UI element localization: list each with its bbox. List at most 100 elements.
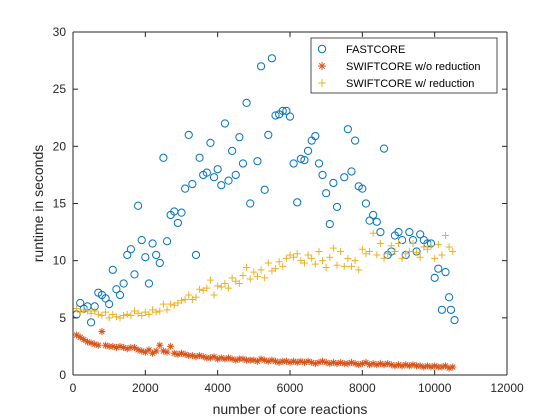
data-point-plus [188,296,196,304]
data-point-plus [358,245,366,253]
data-point-plus [416,253,424,261]
legend-label: SWIFTCORE w/o reduction [346,61,480,73]
data-point-plus [102,308,110,316]
data-point-asterisk [297,357,305,365]
data-point-asterisk [351,360,359,368]
data-point-asterisk [405,362,413,370]
data-point-asterisk [369,360,377,368]
data-point-asterisk [358,360,366,368]
data-point-asterisk [319,357,327,365]
data-point-asterisk [257,355,265,363]
data-point-asterisk [445,364,453,372]
data-point-plus [145,310,153,318]
data-point-circle [405,227,414,237]
data-point-plus [239,272,247,280]
data-point-circle [217,181,226,190]
data-point-plus [130,307,138,315]
data-point-asterisk [311,360,319,368]
data-point-asterisk [355,361,363,369]
data-point-asterisk [178,349,185,357]
data-point-asterisk [149,349,157,357]
data-point-asterisk [286,358,294,366]
data-point-plus [257,266,265,274]
data-point-circle [332,202,342,212]
data-point-asterisk [275,358,283,366]
data-point-plus [243,264,251,272]
y-tick-label: 20 [53,139,67,153]
data-point-asterisk [83,338,91,346]
data-point-asterisk [398,362,406,370]
data-point-circle [314,159,324,168]
data-point-asterisk [170,349,178,357]
data-point-plus [98,312,106,320]
data-point-plus [282,254,290,262]
y-tick-label: 15 [53,197,67,211]
data-point-plus [355,266,363,274]
data-point-plus [141,308,149,316]
data-point-asterisk [217,354,225,362]
data-point-asterisk [322,358,330,366]
data-point-asterisk [442,362,450,370]
data-point-plus [261,274,269,282]
data-point-plus [123,310,131,318]
legend-box [310,37,498,94]
data-point-asterisk [449,363,457,371]
data-point-asterisk [232,356,240,364]
data-point-asterisk [127,344,135,352]
series-plus [73,229,457,322]
data-point-circle [224,176,233,185]
data-point-plus [217,283,225,291]
data-point-circle [369,210,378,220]
data-point-plus [384,250,392,258]
data-point-plus [405,248,413,256]
data-point-asterisk [340,360,348,368]
data-point-plus [225,284,233,292]
y-axis-label: runtime in seconds [30,145,46,263]
data-point-plus [366,248,374,256]
data-point-circle [76,298,85,308]
data-point-asterisk [315,358,323,366]
data-point-plus [286,251,294,259]
data-point-asterisk [210,353,218,361]
data-point-asterisk [87,339,95,347]
legend-entry-swiftcore-wo-reduction: SWIFTCORE w/o reduction [318,61,480,73]
y-tick-label: 5 [59,311,66,325]
data-point-circle [325,219,334,229]
data-point-asterisk [235,355,243,363]
data-point-plus [228,274,236,282]
data-point-circle [394,227,403,237]
data-point-plus [315,248,323,256]
data-point-plus [272,265,280,273]
legend: FASTCORE SWIFTCORE w/o reduction SWIFTCO… [310,37,498,94]
x-tick-label: 2000 [132,381,159,395]
data-point-asterisk [253,357,261,365]
data-point-asterisk [206,354,214,362]
data-point-plus [127,312,135,320]
data-point-asterisk [380,361,388,369]
data-point-circle [191,250,201,260]
data-point-circle [155,258,164,268]
data-point-asterisk [373,361,381,369]
data-point-plus [73,305,81,313]
data-point-circle [173,218,182,228]
legend-marker-plus [318,79,326,87]
x-tick-label: 6000 [277,381,304,395]
data-point-circle [137,235,146,245]
data-point-asterisk [112,344,120,352]
data-point-plus [83,307,91,315]
data-point-asterisk [91,340,99,348]
data-point-circle [126,245,135,254]
data-point-plus [376,240,384,248]
data-point-plus [159,300,167,308]
data-point-plus [322,264,330,272]
data-point-plus [206,276,214,284]
data-point-circle [322,189,331,198]
y-tick-label: 30 [53,25,67,39]
data-point-asterisk [293,358,301,366]
data-point-circle [437,305,446,314]
data-point-plus [351,257,359,265]
data-point-plus [279,262,287,270]
data-point-circle [112,285,121,294]
data-point-plus [347,262,355,270]
data-point-asterisk [337,358,345,366]
